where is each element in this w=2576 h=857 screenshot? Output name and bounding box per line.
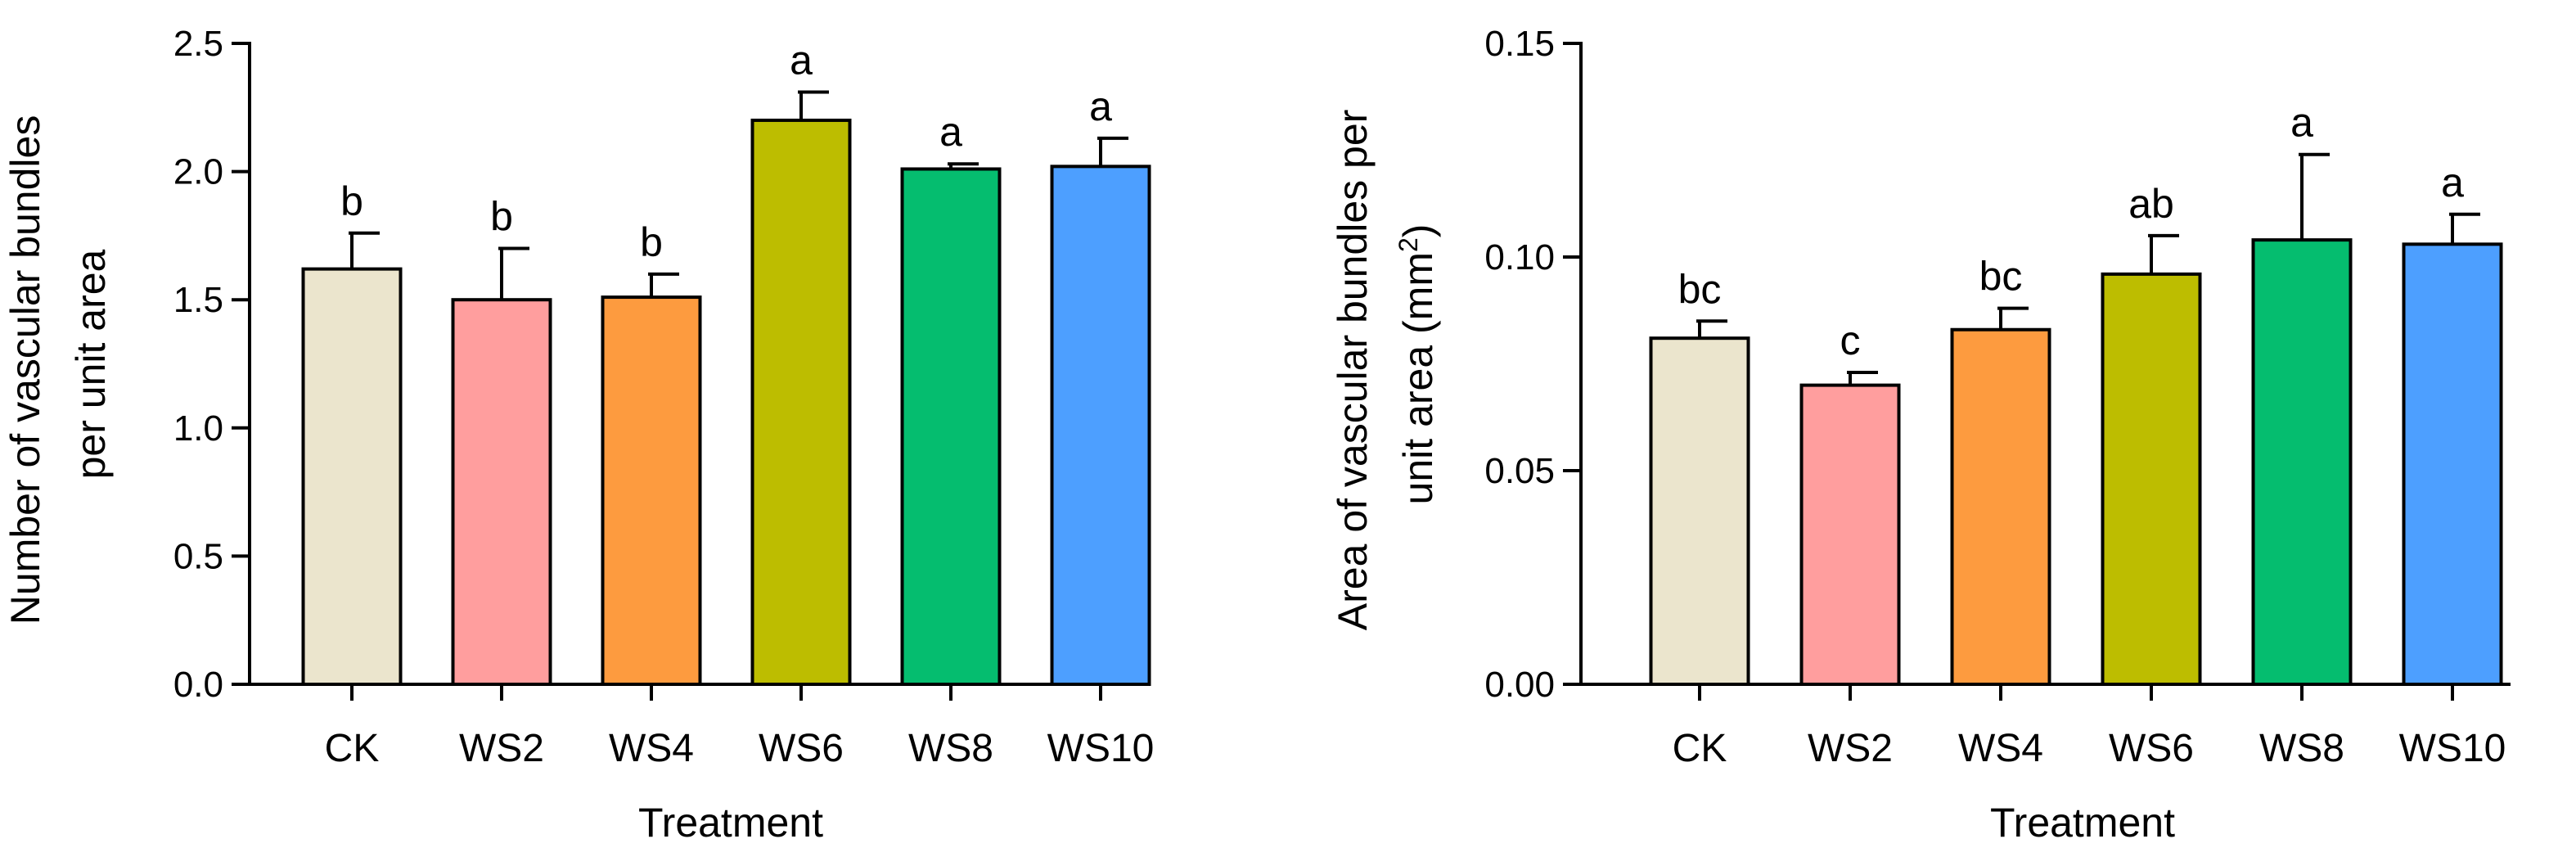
axes-group [1579, 42, 2511, 686]
y-tick-label: 2.0 [173, 152, 223, 192]
significance-label: bc [1678, 266, 1722, 312]
bar-ws6 [750, 118, 852, 686]
x-category-label: CK [325, 727, 380, 770]
significance-label: b [340, 178, 363, 224]
y-axis-title-line-2: unit area (mm [1395, 252, 1441, 504]
significance-label: a [1089, 83, 1112, 129]
y-axis-title-close: ) [1395, 224, 1441, 238]
y-tick-label: 0.5 [173, 536, 223, 576]
significance-label: bc [1979, 254, 2023, 300]
bar-ws4 [601, 295, 702, 686]
bar-ck [1649, 336, 1750, 686]
x-category-label: WS6 [759, 727, 844, 770]
significance-label: a [790, 38, 813, 83]
y-axis-title-line-1: Number of vascular bundles [2, 115, 48, 625]
bar-ck [301, 267, 403, 686]
bars-group: bc c bc ab a a [1649, 100, 2503, 686]
x-categories-group: CK WS2 WS4 WS6 WS8 WS10 [325, 684, 1155, 770]
y-ticks-group: 0.0 0.5 1.0 1.5 2.0 2.5 [173, 24, 250, 705]
x-axis-title: Treatment [1990, 800, 2175, 846]
significance-label: a [2290, 100, 2313, 146]
y-axis-title-line-2: per unit area [68, 249, 114, 479]
y-axis-title-line-1: Area of vascular bundles per [1330, 110, 1376, 630]
bar-ws2 [1799, 383, 1901, 686]
y-tick-label: 1.0 [173, 408, 223, 449]
bar-ws8 [900, 167, 1002, 686]
significance-label: a [2441, 160, 2464, 205]
significance-label: c [1840, 318, 1861, 363]
y-tick-label: 0.15 [1484, 24, 1555, 64]
x-category-label: WS2 [1808, 727, 1893, 770]
y-tick-label: 2.5 [173, 24, 223, 64]
x-category-label: CK [1673, 727, 1727, 770]
x-category-label: WS10 [2399, 727, 2506, 770]
chart-vascular-bundle-count: b b b a a a 0.0 0.5 1.0 1.5 2.0 2.5 CK WS2 WS4 WS6 WS8… [2, 24, 1154, 846]
significance-label: a [939, 109, 962, 155]
y-axis-title-superscript: 2 [1394, 237, 1423, 252]
y-tick-label: 1.5 [173, 280, 223, 320]
x-category-label: WS8 [908, 727, 993, 770]
bars-group: b b b a a a [301, 38, 1151, 686]
x-category-label: WS6 [2109, 727, 2194, 770]
y-ticks-group: 0.00 0.05 0.10 0.15 [1484, 24, 1581, 705]
significance-label: ab [2128, 181, 2174, 227]
significance-label: b [490, 194, 513, 240]
bar-ws6 [2101, 272, 2202, 686]
chart-vascular-bundle-area: bc c bc ab a a 0.00 0.05 0.10 0.15 CK WS2 WS4 WS6 WS… [1330, 24, 2511, 846]
y-tick-label: 0.00 [1484, 665, 1555, 705]
x-category-label: WS4 [1958, 727, 2043, 770]
bar-ws4 [1950, 327, 2051, 686]
axes-group [248, 42, 1146, 686]
y-tick-label: 0.0 [173, 665, 223, 705]
x-category-label: WS4 [609, 727, 694, 770]
x-category-label: WS8 [2259, 727, 2344, 770]
bar-ws2 [451, 298, 552, 686]
x-categories-group: CK WS2 WS4 WS6 WS8 WS10 [1673, 684, 2506, 770]
y-tick-label: 0.10 [1484, 237, 1555, 277]
x-axis-title: Treatment [638, 800, 823, 846]
bar-ws8 [2251, 238, 2353, 686]
bar-ws10 [2402, 242, 2503, 686]
bar-ws10 [1050, 165, 1151, 686]
x-category-label: WS10 [1047, 727, 1155, 770]
significance-label: b [640, 219, 663, 265]
y-tick-label: 0.05 [1484, 451, 1555, 491]
y-axis-title: Number of vascular bundles per unit area [2, 104, 114, 625]
x-category-label: WS2 [459, 727, 544, 770]
y-axis-title: Area of vascular bundles per unit area (… [1330, 98, 1441, 630]
